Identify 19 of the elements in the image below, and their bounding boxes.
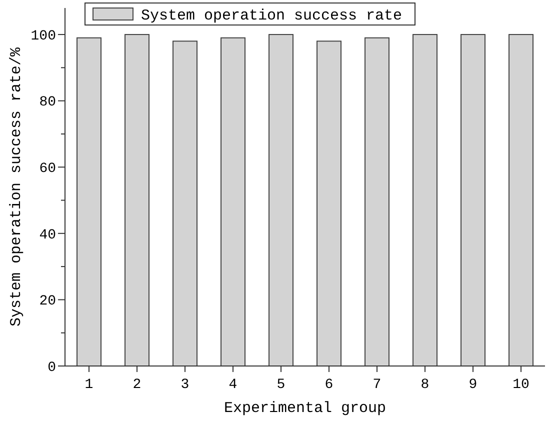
x-tick-label: 7 bbox=[372, 377, 382, 393]
x-tick-label: 2 bbox=[132, 377, 142, 393]
x-axis-title: Experimental group bbox=[224, 400, 386, 417]
x-tick-label: 3 bbox=[180, 377, 190, 393]
legend-label: System operation success rate bbox=[141, 7, 402, 24]
y-tick-label: 20 bbox=[39, 294, 56, 310]
y-axis-title: System operation success rate/% bbox=[8, 46, 25, 327]
y-tick-label: 80 bbox=[39, 94, 56, 111]
x-tick-label: 4 bbox=[228, 377, 238, 393]
x-tick-label: 10 bbox=[512, 377, 530, 393]
y-tick-label: 0 bbox=[48, 360, 56, 376]
y-tick-label: 60 bbox=[39, 161, 56, 178]
y-tick-label: 40 bbox=[39, 227, 56, 244]
x-tick-label: 8 bbox=[420, 377, 430, 393]
x-tick-label: 9 bbox=[468, 377, 478, 393]
x-tick-label: 1 bbox=[84, 377, 94, 393]
x-tick-label: 6 bbox=[324, 377, 334, 393]
x-tick-label: 5 bbox=[276, 377, 286, 393]
y-tick-label: 100 bbox=[30, 28, 56, 44]
